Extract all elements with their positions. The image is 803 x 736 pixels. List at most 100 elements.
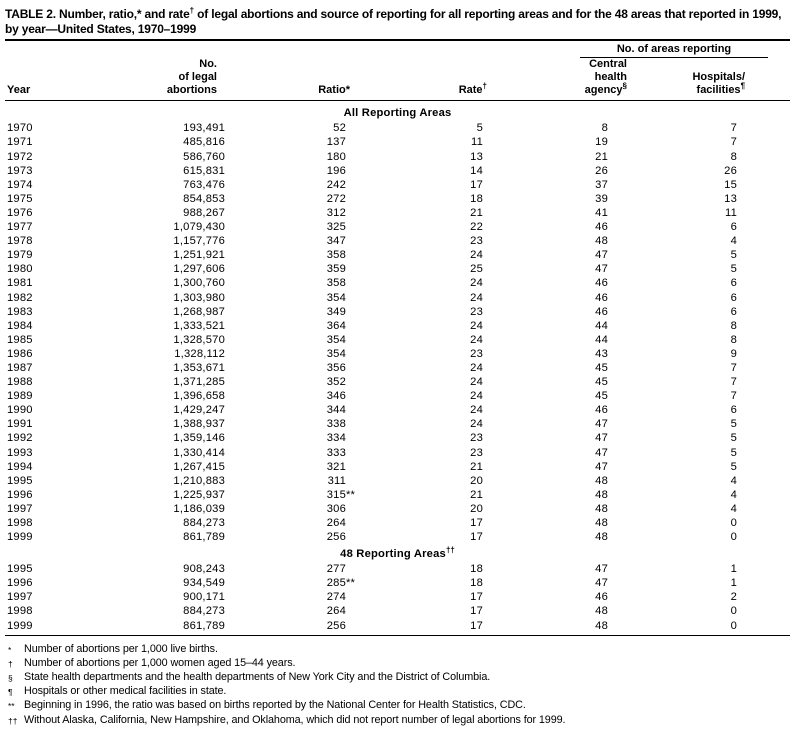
- hospitals-cell: 0: [627, 618, 791, 636]
- title-rest: of legal abortions and source of reporti…: [5, 7, 782, 36]
- footnote: * Number of abortions per 1,000 live birt…: [5, 642, 790, 656]
- ratio-cell: 364: [326, 319, 346, 332]
- hospitals-cell: 5: [730, 460, 738, 473]
- rate-cell: 24: [470, 249, 483, 262]
- table-row: 1976 988,267 312 21 41 11: [5, 206, 790, 220]
- year-cell: 1979: [7, 249, 33, 262]
- abortions-cell: 1,333,521: [173, 319, 225, 332]
- rate-cell: 24: [470, 418, 483, 431]
- rate-cell: 24: [470, 376, 483, 389]
- ratio-cell: 359: [326, 263, 346, 276]
- abortions-cell: 884,273: [183, 605, 225, 618]
- abortions-cell: 586,760: [183, 150, 225, 163]
- table-row: 1975 854,853 272 18 39 13: [5, 192, 790, 206]
- section-superscript: ††: [445, 545, 455, 555]
- ratio-cell: 264: [326, 517, 346, 530]
- footnote-text: Number of abortions per 1,000 live birth…: [24, 642, 218, 655]
- table-row: 1998 884,273 264 17 48 0: [5, 516, 790, 530]
- table-row: 1995 1,210,883 311 20 48 4: [5, 474, 790, 488]
- ratio-cell: 277: [326, 563, 346, 576]
- col-header-abortions: No. of legal abortions: [75, 58, 225, 102]
- year-cell: 1982: [7, 291, 33, 304]
- central-agency-cell: 47: [595, 263, 608, 276]
- central-agency-cell: 48: [595, 502, 608, 515]
- rate-cell: 24: [470, 319, 483, 332]
- hospitals-cell: 0: [730, 531, 738, 544]
- ratio-cell: 256: [326, 531, 346, 544]
- ratio-cell: 256: [225, 618, 350, 636]
- ratio-cell: 325: [326, 221, 346, 234]
- central-agency-cell: 46: [595, 404, 608, 417]
- abortions-cell: 861,789: [75, 618, 225, 636]
- table-row: 1971 485,816 137 11 19 7: [5, 135, 790, 149]
- central-agency-cell: 47: [595, 460, 608, 473]
- rate-cell: 17: [470, 605, 483, 618]
- hospitals-cell: 4: [730, 235, 738, 248]
- hospitals-cell: 8: [730, 333, 738, 346]
- abortions-cell: 1,328,570: [173, 333, 225, 346]
- ratio-cell: 333: [326, 446, 346, 459]
- rate-cell: 17: [470, 531, 483, 544]
- abortions-cell: 1,429,247: [173, 404, 225, 417]
- rate-cell: 14: [470, 164, 483, 177]
- central-agency-cell: 48: [487, 618, 627, 636]
- rate-cell: 23: [470, 347, 483, 360]
- year-cell: 1994: [7, 460, 33, 473]
- central-agency-cell: 47: [595, 432, 608, 445]
- ratio-cell: 344: [326, 404, 346, 417]
- footnote: ** Beginning in 1996, the ratio was based…: [5, 698, 790, 712]
- year-cell: 1977: [7, 221, 33, 234]
- group-header-spacer: [5, 42, 487, 58]
- central-agency-cell: 45: [595, 361, 608, 374]
- rate-cell: 20: [470, 474, 483, 487]
- section-title: 48 Reporting Areas: [340, 548, 446, 561]
- table-row: 1970 193,491 52 5 8 7: [5, 121, 790, 135]
- year-cell: 1972: [7, 150, 33, 163]
- footnote-text: State health departments and the health …: [24, 671, 491, 684]
- abortions-cell: 1,330,414: [173, 446, 225, 459]
- table-row: 1994 1,267,415 321 21 47 5: [5, 460, 790, 474]
- rate-cell: 24: [470, 390, 483, 403]
- rate-cell: 17: [470, 591, 483, 604]
- hospitals-cell: 5: [730, 418, 738, 431]
- rate-cell: 23: [470, 305, 483, 318]
- table-row: 1992 1,359,146 334 23 47 5: [5, 431, 790, 445]
- year-cell: 1988: [7, 376, 33, 389]
- ratio-cell: 180: [326, 150, 346, 163]
- central-agency-cell: 44: [595, 319, 608, 332]
- table-row: 1995 908,243 277 18 47 1: [5, 562, 790, 576]
- table-row: 1990 1,429,247 344 24 46 6: [5, 403, 790, 417]
- rate-cell: 21: [470, 460, 483, 473]
- ratio-cell: 356: [326, 361, 346, 374]
- rate-cell: 24: [470, 404, 483, 417]
- abortions-cell: 1,328,112: [174, 347, 225, 360]
- abortions-cell: 1,396,658: [173, 390, 225, 403]
- rate-cell: 23: [470, 235, 483, 248]
- hospitals-cell: 15: [724, 178, 738, 191]
- central-agency-cell: 48: [595, 517, 608, 530]
- rate-cell: 24: [470, 333, 483, 346]
- footnote-symbol: ††: [8, 715, 18, 726]
- ratio-cell: 272: [326, 192, 346, 205]
- central-agency-cell: 8: [601, 122, 608, 135]
- section-header-cell: All Reporting Areas: [5, 101, 790, 122]
- ratio-cell: 242: [326, 178, 346, 191]
- ratio-cell: 311: [327, 474, 346, 487]
- abortions-cell: 1,210,883: [173, 474, 225, 487]
- hospitals-cell: 4: [730, 474, 738, 487]
- abortions-cell: 1,300,760: [173, 277, 225, 290]
- abortions-cell: 1,388,937: [173, 418, 225, 431]
- group-header-row: No. of areas reporting: [5, 42, 790, 58]
- table-row: 1997 900,171 274 17 46 2: [5, 590, 790, 604]
- ratio-cell: 285**: [326, 577, 356, 590]
- ratio-cell: 196: [326, 164, 346, 177]
- footnote: § State health departments and the health…: [5, 670, 790, 684]
- central-agency-cell: 47: [595, 249, 608, 262]
- table-row: 1982 1,303,980 354 24 46 6: [5, 291, 790, 305]
- central-agency-cell: 47: [595, 418, 608, 431]
- central-agency-cell: 47: [595, 563, 608, 576]
- footnote-text: Number of abortions per 1,000 women aged…: [24, 656, 296, 669]
- ratio-cell: 137: [326, 136, 346, 149]
- hospitals-cell: 4: [730, 502, 738, 515]
- year-cell: 1989: [7, 390, 33, 403]
